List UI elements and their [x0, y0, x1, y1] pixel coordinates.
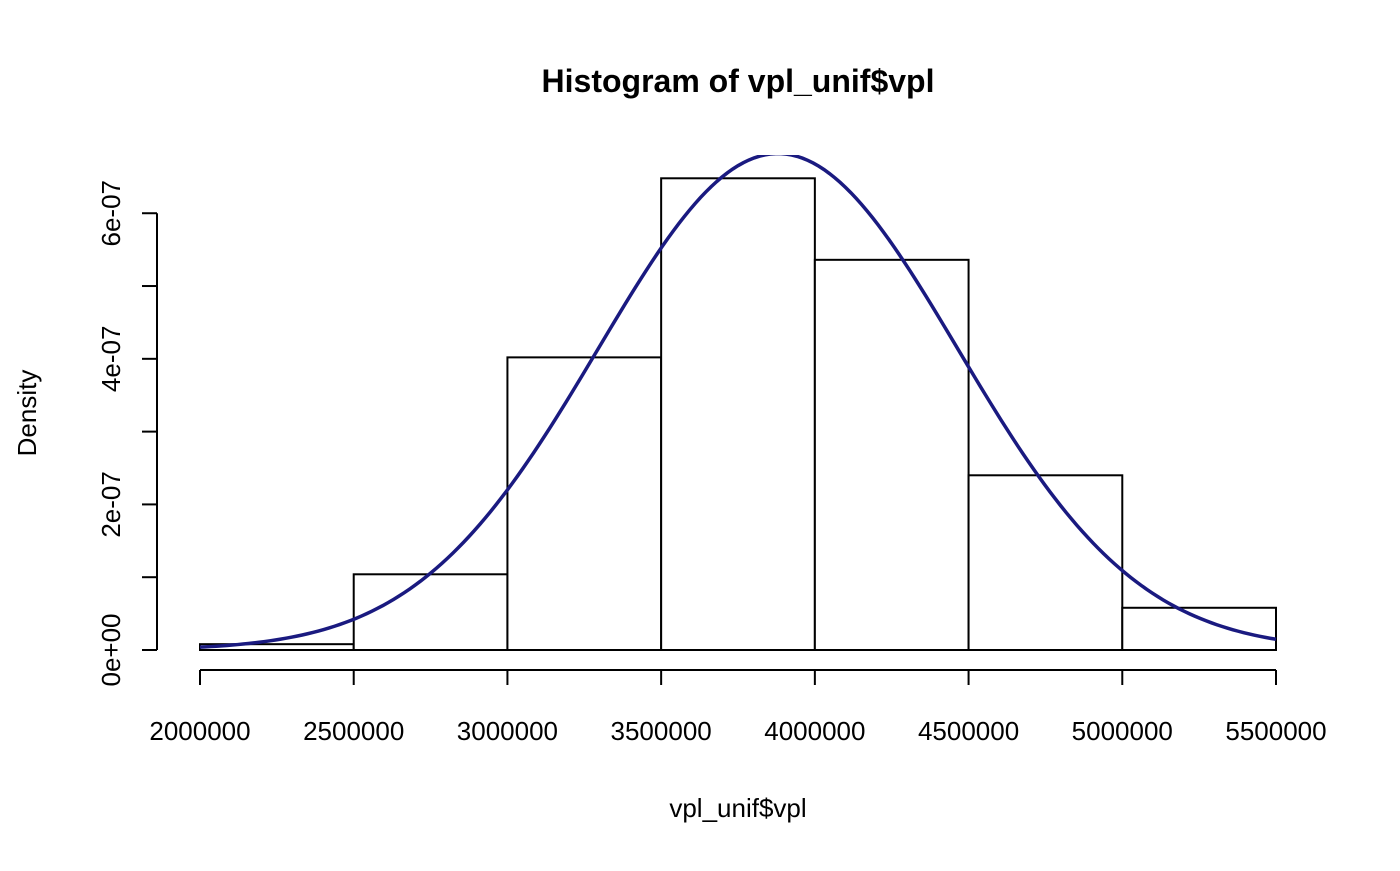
x-tick-label: 3500000 [611, 716, 712, 746]
histogram-bar [506, 356, 663, 651]
x-tick-label: 2500000 [303, 716, 404, 746]
density-curve-layer [199, 155, 1277, 649]
x-axis: 2000000 2500000 3000000 3500000 4000000 45000… [149, 669, 1327, 746]
x-tick-label: 2000000 [149, 716, 250, 746]
y-tick-label: 2e-07 [96, 471, 126, 537]
histogram-bars [199, 177, 1278, 652]
chart-title: Histogram of vpl_unif$vpl [542, 63, 935, 99]
y-tick-label: 4e-07 [96, 326, 126, 393]
x-tick-label: 5500000 [1225, 716, 1326, 746]
x-axis-label: vpl_unif$vpl [669, 793, 806, 823]
histogram-bar [1121, 606, 1278, 652]
x-tick-label: 4000000 [764, 716, 865, 746]
histogram-bar [352, 573, 509, 652]
histogram-bar [967, 474, 1124, 652]
histogram-bar [660, 177, 816, 651]
density-curve [199, 155, 1277, 649]
histogram-bar [813, 258, 970, 651]
y-tick-label: 6e-07 [96, 180, 126, 247]
x-tick-label: 4500000 [918, 716, 1019, 746]
y-tick-label: 0e+00 [96, 613, 126, 686]
y-axis: 0e+00 2e-07 4e-07 6e-07 [96, 180, 158, 687]
y-axis-label: Density [12, 370, 42, 457]
x-tick-label: 3000000 [457, 716, 558, 746]
x-tick-label: 5000000 [1072, 716, 1173, 746]
